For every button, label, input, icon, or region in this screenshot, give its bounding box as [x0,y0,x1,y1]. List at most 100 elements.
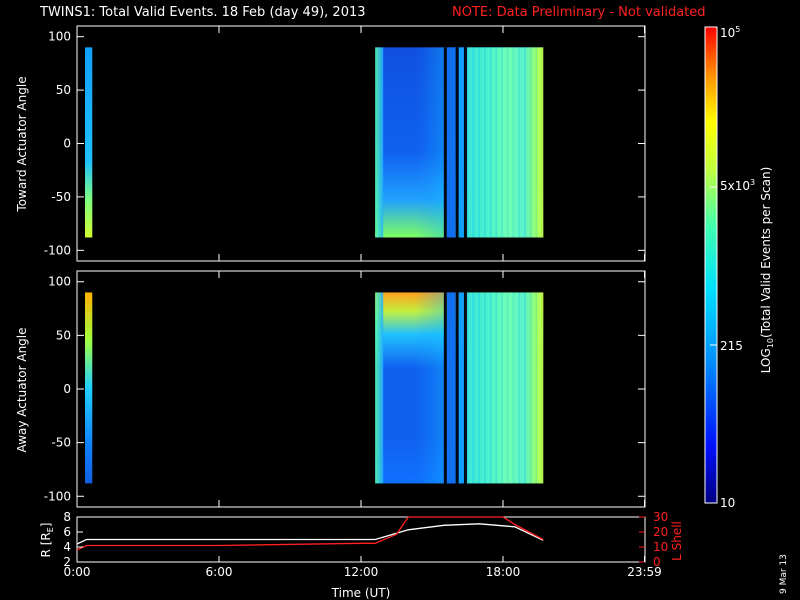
toward-data-gap [463,47,467,238]
orbit-y2tick-label: 10 [653,540,668,554]
away-stripe [480,292,482,484]
away-ytick-label: -50 [51,436,71,450]
away-y-ticks: 100 50 0 -50 -100 [44,271,646,507]
x-tick-label: 23:59 [627,565,662,579]
toward-stripe [470,47,473,238]
title-main: TWINS1: Total Valid Events. 18 Feb (day … [40,5,366,20]
away-ytick-label: -100 [44,489,71,503]
away-segment-shade [415,292,444,484]
away-stripe [537,292,540,484]
toward-stripe [503,47,505,238]
toward-segment-late [466,47,544,238]
toward-stripe [484,47,486,238]
toward-stripe [491,47,494,238]
toward-stripe [478,47,480,238]
toward-stripe [486,47,488,238]
x-tick-label: 18:00 [486,565,521,579]
orbit-ylabel: R [RE] [39,523,55,558]
toward-segment-between [446,47,456,238]
away-stripe [539,292,541,484]
away-segment-between [458,292,464,484]
orbit-ytick-label: 2 [63,555,71,569]
away-stripe [491,292,494,484]
toward-ylabel: Toward Actuator Angle [15,76,29,212]
away-stripe [497,292,499,484]
away-stripe [535,292,538,484]
toward-ytick-label: 50 [56,83,71,97]
away-segment-late [466,292,544,484]
toward-stripe [533,47,536,238]
away-stripe [476,292,478,484]
away-stripe [516,292,519,484]
toward-stripe [497,47,499,238]
colorbar: 105 5x103 215 10 LOG10(Total Valid Event… [704,25,775,510]
away-segment-early [85,292,93,484]
toward-stripe [514,47,517,238]
away-stripe [520,292,522,484]
away-stripe [466,292,469,484]
away-stripe [514,292,517,484]
toward-stripe [489,47,492,238]
toward-axes-frame [76,25,646,262]
colorbar-label: LOG10(Total Valid Events per Scan) [759,167,775,374]
away-stripe [493,292,496,484]
toward-heatmap [85,47,544,238]
toward-segment-edge [375,47,384,238]
toward-stripe [527,47,530,238]
away-stripe [470,292,473,484]
date-stamp-text: 9 Mar 13 [779,554,789,594]
toward-stripe [524,47,526,238]
toward-ytick-label: -50 [51,190,71,204]
toward-stripe [495,47,498,238]
away-stripe [529,292,532,484]
x-tick-label: 0:00 [64,565,91,579]
away-axes-frame [76,270,646,508]
orbit-y2tick-label: 20 [653,525,668,539]
toward-stripe [518,47,520,238]
toward-segment-shade [415,47,444,238]
toward-stripe [541,47,543,238]
toward-panel: 100 50 0 -50 -100 Toward Actuator Angle [15,25,646,262]
away-stripe [526,292,528,484]
toward-segment-between [458,47,464,238]
orbit-y2tick-label: 30 [653,510,668,524]
x-tick-label: 12:00 [344,565,379,579]
toward-ytick-label: -100 [44,243,71,257]
away-stripe [541,292,543,484]
toward-stripe [535,47,538,238]
orbit-lines [76,516,544,551]
colorbar-tick-label-5e3: 5x103 [720,178,755,193]
away-stripe [478,292,480,484]
away-stripe [527,292,530,484]
date-stamp: 9 Mar 13 [779,554,789,594]
away-stripe [522,292,524,484]
away-segment-between [446,292,456,484]
toward-stripe [505,47,507,238]
away-stripe [484,292,486,484]
away-stripe [489,292,492,484]
orbit-lshell-line [76,516,544,551]
orbit-r-line [76,523,544,545]
away-data-gap [443,292,447,484]
toward-stripe [529,47,532,238]
colorbar-tick-label-215: 215 [720,339,743,353]
away-ylabel: Away Actuator Angle [15,327,29,452]
toward-stripe [466,47,469,238]
toward-data-gap [443,47,447,238]
toward-stripe [487,47,490,238]
toward-stripe [482,47,484,238]
away-data-gap [463,292,467,484]
orbit-ytick-label: 4 [63,540,71,554]
away-stripe [482,292,484,484]
toward-stripe [537,47,540,238]
colorbar-gradient [705,27,717,503]
away-stripe [508,292,511,484]
orbit-y2label: L Shell [670,521,684,561]
toward-stripe [508,47,511,238]
away-stripe [510,292,513,484]
away-stripe [533,292,536,484]
away-data-gap [455,292,459,484]
